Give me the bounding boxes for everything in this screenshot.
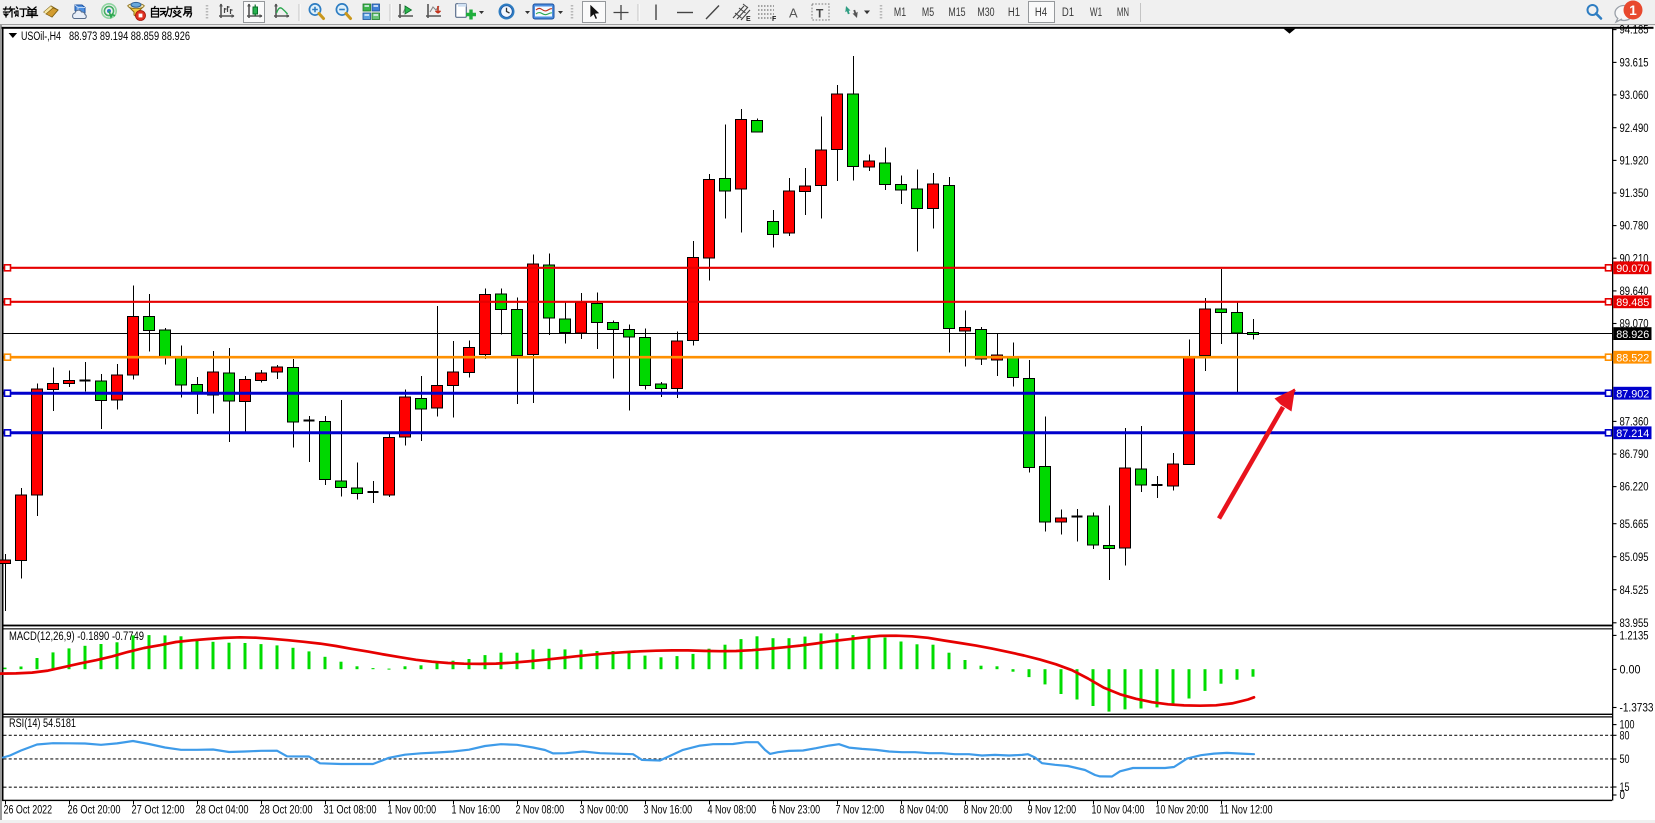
svg-text:4 Nov 08:00: 4 Nov 08:00 xyxy=(708,805,757,817)
svg-text:-1.3733: -1.3733 xyxy=(1620,703,1654,715)
svg-text:85.665: 85.665 xyxy=(1620,519,1649,531)
svg-text:90.780: 90.780 xyxy=(1620,221,1649,233)
svg-text:E: E xyxy=(746,16,751,23)
svg-text:94.185: 94.185 xyxy=(1620,25,1649,37)
svg-text:MACD(12,26,9) -0.1890 -0.7749: MACD(12,26,9) -0.1890 -0.7749 xyxy=(9,631,144,643)
svg-text:M1: M1 xyxy=(894,7,906,19)
svg-text:31 Oct 08:00: 31 Oct 08:00 xyxy=(324,805,377,817)
svg-text:50: 50 xyxy=(1620,754,1630,766)
svg-text:3 Nov 16:00: 3 Nov 16:00 xyxy=(644,805,693,817)
svg-text:89.485: 89.485 xyxy=(1616,297,1649,309)
svg-text:86.220: 86.220 xyxy=(1620,482,1649,494)
svg-text:86.790: 86.790 xyxy=(1620,449,1649,461)
svg-text:89.640: 89.640 xyxy=(1620,286,1649,298)
svg-text:10 Nov 20:00: 10 Nov 20:00 xyxy=(1156,805,1209,817)
svg-text:9 Nov 12:00: 9 Nov 12:00 xyxy=(1028,805,1077,817)
svg-text:90.070: 90.070 xyxy=(1616,263,1649,275)
svg-text:27 Oct 12:00: 27 Oct 12:00 xyxy=(132,805,185,817)
svg-text:M5: M5 xyxy=(922,7,934,19)
svg-text:USOil-,H4: USOil-,H4 xyxy=(21,31,61,43)
svg-text:MN: MN xyxy=(1117,7,1129,19)
svg-text:80: 80 xyxy=(1620,730,1630,742)
svg-text:H4: H4 xyxy=(1035,7,1048,19)
svg-text:93.060: 93.060 xyxy=(1620,90,1649,102)
svg-text:7 Nov 12:00: 7 Nov 12:00 xyxy=(836,805,885,817)
svg-text:1: 1 xyxy=(1629,3,1637,18)
svg-text:93.615: 93.615 xyxy=(1620,58,1649,70)
svg-text:85.095: 85.095 xyxy=(1620,552,1649,564)
svg-text:87.902: 87.902 xyxy=(1616,389,1649,401)
svg-text:M30: M30 xyxy=(977,7,994,19)
svg-text:88.522: 88.522 xyxy=(1616,353,1649,365)
svg-text:F: F xyxy=(772,16,777,23)
svg-text:100: 100 xyxy=(1620,720,1635,732)
svg-text:91.920: 91.920 xyxy=(1620,156,1649,168)
svg-text:8 Nov 04:00: 8 Nov 04:00 xyxy=(900,805,949,817)
svg-text:2 Nov 08:00: 2 Nov 08:00 xyxy=(516,805,565,817)
svg-text:28 Oct 20:00: 28 Oct 20:00 xyxy=(260,805,313,817)
svg-text:88.926: 88.926 xyxy=(1616,329,1649,341)
svg-text:26 Oct 20:00: 26 Oct 20:00 xyxy=(68,805,121,817)
svg-text:1 Nov 00:00: 1 Nov 00:00 xyxy=(388,805,437,817)
svg-text:0: 0 xyxy=(1620,790,1626,802)
svg-text:H1: H1 xyxy=(1008,7,1020,19)
svg-text:28 Oct 04:00: 28 Oct 04:00 xyxy=(196,805,249,817)
svg-text:8 Nov 20:00: 8 Nov 20:00 xyxy=(964,805,1013,817)
svg-text:1.2135: 1.2135 xyxy=(1620,631,1649,643)
svg-text:83.955: 83.955 xyxy=(1620,618,1649,630)
svg-text:87.214: 87.214 xyxy=(1616,428,1649,440)
svg-text:1 Nov 16:00: 1 Nov 16:00 xyxy=(452,805,501,817)
svg-text:0.00: 0.00 xyxy=(1620,665,1641,677)
svg-text:87.360: 87.360 xyxy=(1620,417,1649,429)
svg-text:D1: D1 xyxy=(1062,7,1074,19)
svg-text:88.973 89.194 88.859 88.926: 88.973 89.194 88.859 88.926 xyxy=(69,31,190,43)
svg-text:3 Nov 00:00: 3 Nov 00:00 xyxy=(580,805,629,817)
svg-text:15: 15 xyxy=(1620,782,1630,794)
svg-text:A: A xyxy=(789,6,798,21)
svg-text:10 Nov 04:00: 10 Nov 04:00 xyxy=(1092,805,1145,817)
svg-text:91.350: 91.350 xyxy=(1620,188,1649,200)
svg-text:84.525: 84.525 xyxy=(1620,585,1649,597)
svg-text:26 Oct 2022: 26 Oct 2022 xyxy=(4,805,53,817)
svg-text:W1: W1 xyxy=(1090,7,1102,19)
svg-text:6 Nov 23:00: 6 Nov 23:00 xyxy=(772,805,821,817)
svg-text:T: T xyxy=(816,7,824,21)
svg-text:RSI(14) 54.5181: RSI(14) 54.5181 xyxy=(9,718,76,730)
svg-text:92.490: 92.490 xyxy=(1620,123,1649,135)
svg-text:11 Nov 12:00: 11 Nov 12:00 xyxy=(1220,805,1273,817)
svg-text:M15: M15 xyxy=(948,7,965,19)
